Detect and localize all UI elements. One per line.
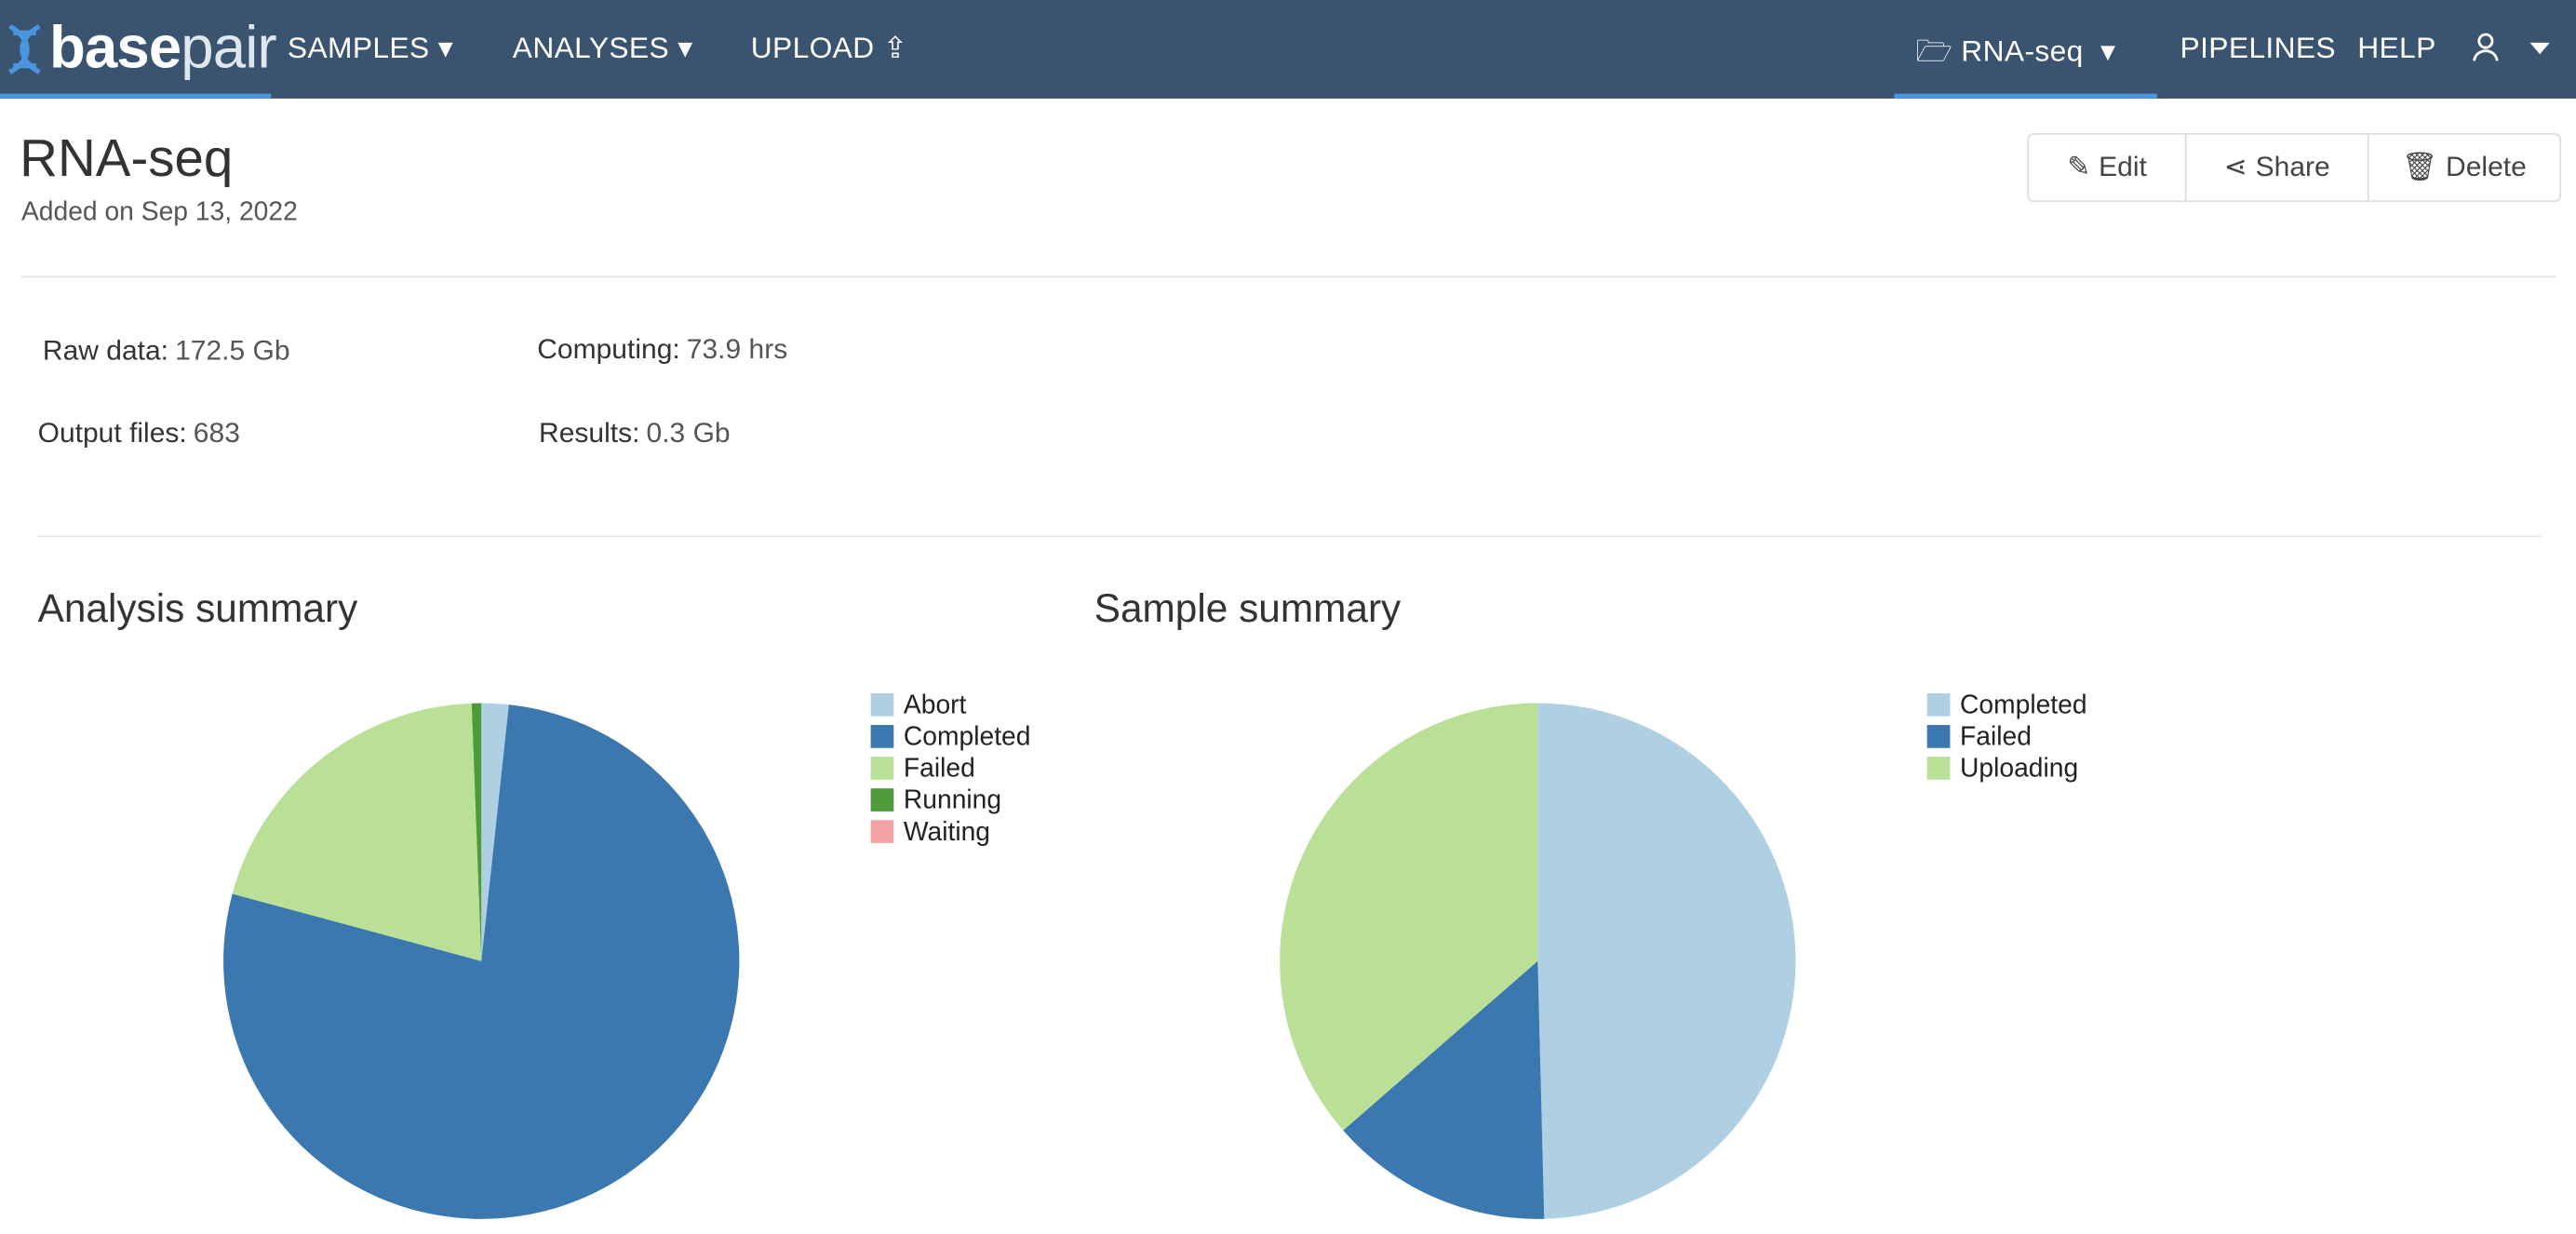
user-icon [2473, 33, 2550, 61]
stat: Computing: 73.9 hrs [537, 333, 787, 366]
legend-swatch [1926, 757, 1951, 780]
share-button[interactable]: ⋖ Share [2184, 134, 2368, 201]
nav-item[interactable]: PIPELINES [2180, 31, 2336, 64]
legend-swatch [870, 757, 894, 780]
legend-label: Failed [1960, 721, 2032, 751]
stat: Output files: 683 [38, 417, 240, 449]
stat: Raw data: 172.5 Gb [43, 335, 290, 368]
legend-label: Waiting [904, 816, 990, 846]
pie-slice [471, 703, 482, 961]
stat-value: 73.9 hrs [686, 333, 788, 365]
legend-label: Completed [904, 721, 1031, 751]
button-group: ✎ Edit ⋖ Share 🗑 Delete [2027, 132, 2562, 203]
stat-label: Raw data: [42, 335, 169, 367]
delete-button[interactable]: 🗑 Delete [2367, 134, 2560, 201]
legend-label: Failed [904, 753, 975, 783]
pie-slice [232, 703, 482, 961]
page-title: RNA-seq [20, 127, 234, 188]
pie-slice [1280, 703, 1538, 1131]
charts: Analysis summaryAbortCompletedFailedRunn… [38, 586, 2087, 1219]
legend-swatch [870, 692, 894, 717]
stat-value: 172.5 Gb [175, 335, 290, 367]
legend-swatch [1926, 692, 1951, 717]
active-indicator [1894, 93, 2157, 99]
chart-title: Analysis summary [38, 586, 358, 630]
user-menu[interactable] [2471, 32, 2563, 73]
pie-slice [1537, 703, 1796, 1219]
nav-label: SAMPLES [287, 31, 430, 64]
legend-swatch [870, 788, 894, 811]
nav-item[interactable]: ANALYSES ▾ [512, 31, 693, 64]
legend-label: Running [904, 785, 1001, 814]
stat-value: 683 [193, 417, 240, 449]
logo[interactable]: basepair [7, 13, 277, 82]
page-subtitle: Added on Sep 13, 2022 [20, 198, 298, 227]
logo-icon [8, 23, 41, 74]
nav-item[interactable]: HELP [2357, 31, 2436, 64]
pie-slice [481, 703, 509, 961]
divider [20, 275, 2556, 278]
stat-value: 0.3 Gb [646, 417, 731, 449]
stat-label: Results: [539, 417, 640, 449]
nav-item[interactable]: UPLOAD ⇪ [750, 31, 908, 64]
pie-slice [223, 704, 740, 1219]
nav-label: ANALYSES [512, 31, 670, 64]
legend-label: Uploading [1960, 753, 2078, 783]
edit-button[interactable]: ✎ Edit [2067, 151, 2147, 182]
navbar: basepair SAMPLES ▾ ANALYSES ▾ UPLOAD ⇪ 🗁… [0, 0, 2576, 99]
stat-label: Computing: [537, 333, 680, 365]
legend-swatch [870, 725, 894, 748]
chart-title: Sample summary [1094, 586, 1402, 630]
stat-label: Output files: [37, 417, 187, 449]
divider [37, 535, 2542, 538]
pie-slice [1343, 960, 1545, 1219]
nav-item[interactable]: SAMPLES ▾ [287, 31, 454, 64]
stat: Results: 0.3 Gb [539, 417, 731, 449]
legend-label: Abort [904, 690, 967, 719]
button-label: Delete [2446, 151, 2527, 182]
button-label: Edit [2099, 151, 2147, 182]
legend-swatch [1926, 725, 1951, 748]
legend-swatch [870, 820, 894, 843]
button-label: Share [2255, 151, 2330, 182]
logo-text: pair [181, 13, 276, 81]
active-indicator [0, 93, 272, 99]
logo-text: base [48, 13, 181, 81]
nav-label: RNA-seq [1961, 34, 2084, 68]
legend-label: Completed [1960, 690, 2087, 719]
nav-label: UPLOAD [750, 31, 875, 64]
project-selector[interactable]: 🗁 RNA-seq ▾ [1915, 34, 2116, 68]
